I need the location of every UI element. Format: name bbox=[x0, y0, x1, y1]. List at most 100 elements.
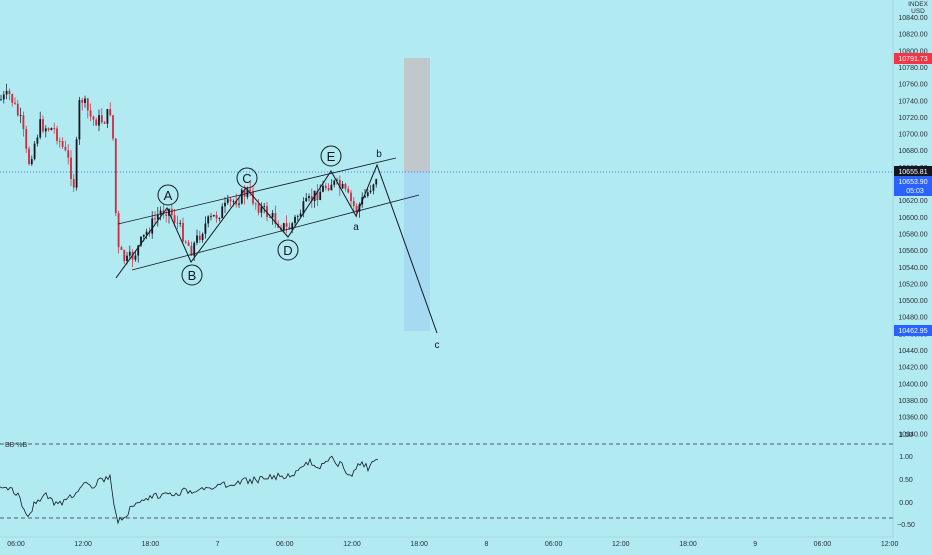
wave-label-b[interactable]: b bbox=[376, 149, 382, 160]
channel-lower-line[interactable] bbox=[131, 194, 420, 271]
time-tick-label: 12:00 bbox=[74, 541, 92, 548]
wave-label-E[interactable]: E bbox=[320, 145, 342, 167]
price-tick-label: 10500.00 bbox=[898, 298, 927, 305]
candle-body bbox=[5, 90, 8, 95]
price-tick-label: 10700.00 bbox=[898, 132, 927, 139]
stop-loss-zone[interactable] bbox=[404, 58, 430, 172]
time-tick-label: 12:00 bbox=[612, 541, 630, 548]
candle-body bbox=[296, 216, 299, 218]
price-tick-label: 10760.00 bbox=[898, 82, 927, 89]
wave-label-C-text: C bbox=[242, 171, 251, 186]
candle-body bbox=[103, 122, 106, 124]
price-tick-label: 10780.00 bbox=[898, 65, 927, 72]
wave-label-a[interactable]: a bbox=[353, 222, 359, 233]
time-tick-label: 9 bbox=[753, 541, 757, 548]
bb-percent-b-line bbox=[0, 455, 379, 525]
wave-label-D-text: D bbox=[283, 243, 292, 258]
indicator-title[interactable]: BB %B bbox=[5, 442, 28, 449]
candle-body bbox=[123, 250, 126, 262]
candle-body bbox=[86, 98, 89, 111]
entry-price-badge-text: 10653.90 bbox=[898, 179, 927, 186]
candle-body bbox=[204, 223, 207, 234]
time-tick-label: 18:00 bbox=[679, 541, 697, 548]
candle-body bbox=[106, 109, 109, 124]
indicator-tick-label: 1.50 bbox=[899, 432, 913, 439]
elliott-wave-path[interactable] bbox=[115, 163, 438, 334]
candle-body bbox=[271, 213, 274, 218]
candle-body bbox=[112, 115, 114, 139]
current-price-badge[interactable]: 10655.81 bbox=[894, 166, 932, 177]
indicator-tick-labels: 1.50 1.00 0.50 0.00 −0.50 bbox=[897, 432, 915, 529]
candle-body bbox=[235, 201, 238, 205]
candle-body bbox=[22, 115, 25, 130]
position-zones[interactable] bbox=[404, 58, 430, 331]
time-axis[interactable]: 06:00 12:00 18:00 7 06:00 12:00 18:00 8 06:00 12:… bbox=[0, 536, 898, 548]
price-tick-label: 10600.00 bbox=[898, 215, 927, 222]
candle-body bbox=[114, 138, 117, 214]
candle-body bbox=[2, 94, 5, 100]
price-tick-label: 10360.00 bbox=[898, 415, 927, 422]
candle-body bbox=[355, 206, 358, 212]
price-tick-label: 10560.00 bbox=[898, 248, 927, 255]
price-axis[interactable]: INDEX USD 10840.00 10820.00 10800.00 10780.… bbox=[892, 0, 932, 537]
candle-body bbox=[173, 215, 176, 223]
candle-body bbox=[268, 217, 271, 218]
stop-price-badge-bg bbox=[894, 53, 932, 64]
time-tick-label: 18:00 bbox=[142, 541, 160, 548]
candle-body bbox=[257, 204, 260, 213]
candle-body bbox=[81, 100, 84, 103]
candle-body bbox=[47, 128, 50, 131]
price-tick-label: 10420.00 bbox=[898, 365, 927, 372]
candle-body bbox=[44, 128, 47, 132]
candle-body bbox=[302, 201, 305, 214]
candle-body bbox=[224, 202, 226, 207]
candle-body bbox=[151, 218, 154, 234]
wave-label-B[interactable]: B bbox=[181, 264, 203, 286]
channel-upper-line[interactable] bbox=[117, 157, 397, 225]
price-tick-label: 10440.00 bbox=[898, 348, 927, 355]
price-tick-label: 10540.00 bbox=[898, 265, 927, 272]
candle-body bbox=[109, 109, 112, 116]
bar-countdown-text: 05:03 bbox=[906, 188, 924, 195]
candle-body bbox=[333, 180, 336, 185]
candle-body bbox=[182, 222, 184, 242]
candle-body bbox=[319, 191, 322, 200]
wave-label-E-text: E bbox=[327, 149, 336, 164]
candle-body bbox=[336, 179, 338, 181]
candle-body bbox=[61, 141, 64, 147]
entry-price-badge[interactable]: 10653.90 05:03 bbox=[894, 176, 932, 196]
candle-body bbox=[274, 213, 277, 224]
time-tick-label: 18:00 bbox=[410, 541, 428, 548]
candle-body bbox=[134, 255, 137, 260]
wave-label-B-circle bbox=[181, 264, 203, 286]
entry-price-badge-bg bbox=[894, 176, 932, 196]
stop-price-badge[interactable]: 10791.73 bbox=[894, 53, 932, 64]
candle-body bbox=[39, 119, 42, 138]
candle-body bbox=[53, 128, 56, 129]
candle-body bbox=[364, 195, 366, 198]
candle-body bbox=[291, 223, 294, 230]
indicator-pane[interactable]: BB %B bbox=[0, 442, 893, 525]
trend-channel[interactable] bbox=[117, 157, 420, 271]
target-price-badge[interactable]: 10462.95 bbox=[894, 325, 932, 336]
candle-body bbox=[252, 191, 254, 204]
candle-body bbox=[254, 203, 257, 205]
wave-label-D[interactable]: D bbox=[277, 239, 299, 261]
wave-label-B-text: B bbox=[188, 268, 197, 283]
indicator-tick-label: −0.50 bbox=[897, 522, 915, 529]
candle-body bbox=[67, 150, 70, 158]
candle-body bbox=[221, 206, 224, 219]
wave-label-A[interactable]: A bbox=[157, 184, 179, 206]
candle-body bbox=[266, 206, 268, 218]
candle-body bbox=[154, 218, 156, 220]
wave-label-c[interactable]: c bbox=[435, 340, 440, 351]
candle-body bbox=[198, 235, 201, 240]
price-tick-label: 10580.00 bbox=[898, 231, 927, 238]
candle-body bbox=[294, 216, 296, 224]
candle-body bbox=[25, 129, 28, 149]
price-tick-label: 10400.00 bbox=[898, 381, 927, 388]
wave-label-C[interactable]: C bbox=[236, 167, 258, 189]
